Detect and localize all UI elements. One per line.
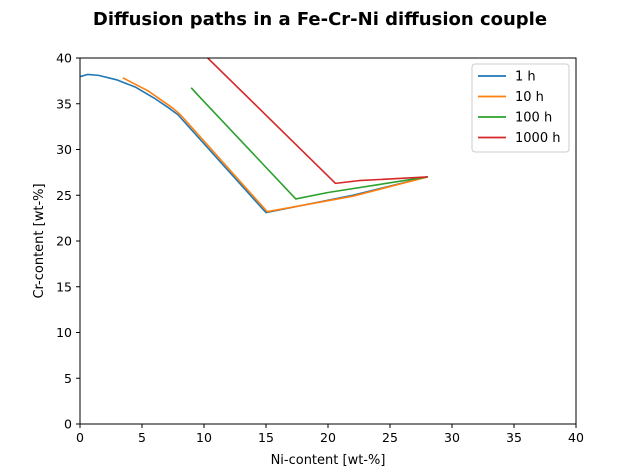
y-tick-label: 15 — [56, 279, 72, 294]
x-tick-label: 30 — [444, 430, 460, 445]
x-tick-label: 15 — [258, 430, 274, 445]
y-axis-label: Cr-content [wt-%] — [32, 183, 47, 298]
x-tick-label: 40 — [568, 430, 584, 445]
y-axis: 0 5 10 15 20 25 30 35 40 — [56, 51, 80, 432]
x-axis-label: Ni-content [wt-%] — [271, 453, 386, 468]
legend-label: 1 h — [515, 70, 536, 85]
legend-label: 10 h — [515, 90, 544, 105]
series-line-100h — [190, 87, 429, 200]
y-tick-label: 20 — [56, 234, 72, 249]
legend-label: 1000 h — [515, 131, 560, 146]
y-tick-label: 35 — [56, 96, 72, 111]
y-tick-label: 5 — [64, 371, 72, 386]
x-tick-label: 0 — [76, 430, 84, 445]
y-tick-label: 40 — [56, 51, 72, 66]
x-tick-label: 20 — [320, 430, 336, 445]
series-line-10h — [122, 77, 429, 213]
series-line-1000h — [206, 58, 429, 185]
y-tick-label: 10 — [56, 325, 72, 340]
series-layer — [80, 58, 429, 214]
x-tick-label: 10 — [196, 430, 212, 445]
legend: 1 h 10 h 100 h 1000 h — [471, 63, 570, 153]
chart-title: Diffusion paths in a Fe-Cr-Ni diffusion … — [93, 9, 547, 30]
y-tick-label: 25 — [56, 188, 72, 203]
y-tick-label: 30 — [56, 142, 72, 157]
x-tick-label: 25 — [382, 430, 398, 445]
legend-label: 100 h — [515, 111, 552, 126]
legend-box — [471, 63, 570, 153]
x-axis: 0 5 10 15 20 25 30 35 40 — [76, 424, 584, 445]
series-line-1h — [80, 73, 429, 214]
y-tick-label: 0 — [64, 417, 72, 432]
x-tick-label: 35 — [506, 430, 522, 445]
x-tick-label: 5 — [138, 430, 146, 445]
